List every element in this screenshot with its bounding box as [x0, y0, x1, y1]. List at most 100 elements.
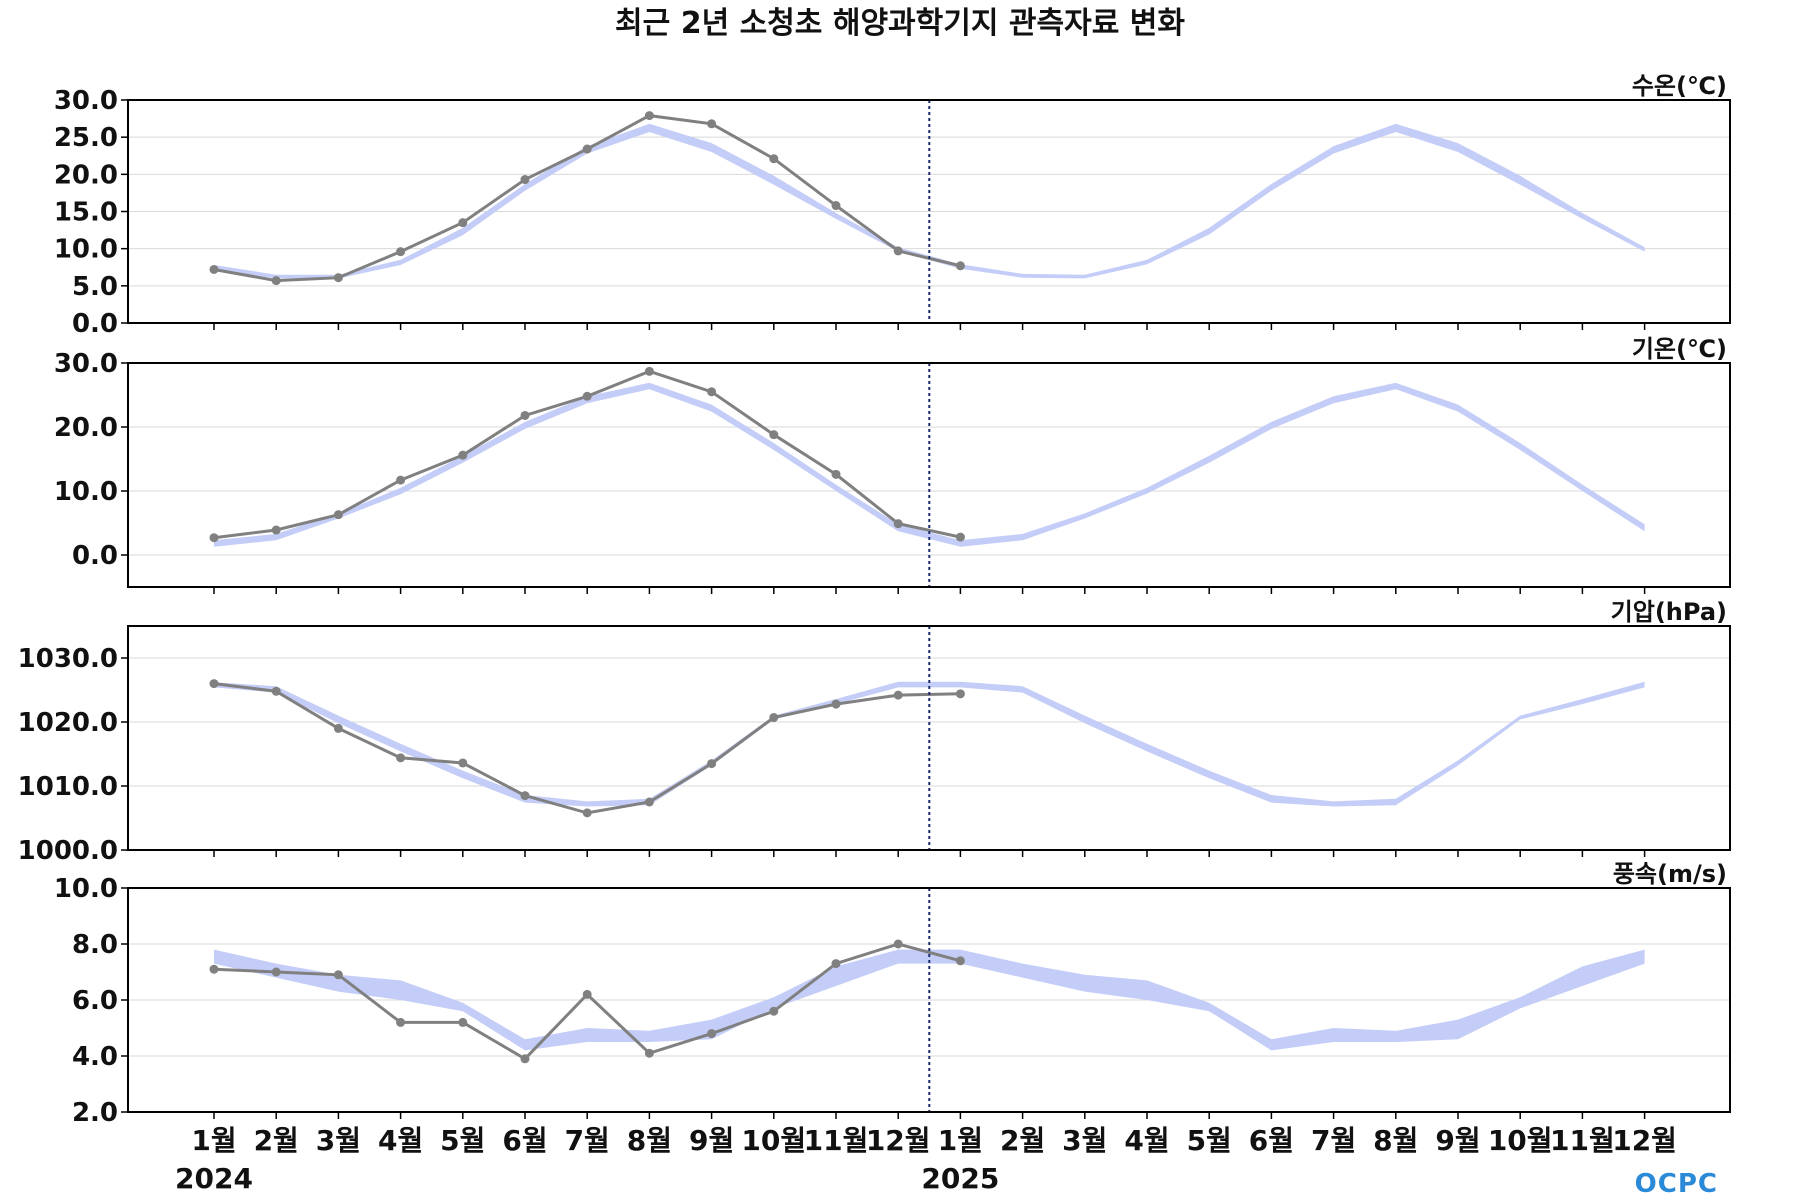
observed-point: [209, 679, 219, 689]
observed-point: [955, 532, 965, 542]
observed-point: [520, 1054, 530, 1064]
plot-frame: [127, 362, 1731, 588]
observed-point: [271, 967, 281, 977]
x-tick-label: 7월: [1311, 1124, 1356, 1157]
panel-water-temperature: 0.0 5.0 10.0 15.0 20.0 25.0 30.0 수온(℃): [54, 72, 1731, 339]
ocpc-logo: OCPC: [1635, 1169, 1718, 1199]
panel-wind-speed: 2.0 4.0 6.0 8.0 10.0 풍속(m/s): [54, 860, 1731, 1128]
observed-point: [333, 273, 343, 283]
observed-point: [707, 1029, 717, 1039]
observed-point: [955, 689, 965, 699]
x-tick-label: 11월: [804, 1124, 869, 1157]
x-tick-label: 4월: [1124, 1124, 1169, 1157]
y-tick-label: 5.0: [72, 272, 118, 302]
climatology-band: [214, 123, 1645, 279]
chart-panels: 0.0 5.0 10.0 15.0 20.0 25.0 30.0 수온(℃) 0.0 10.0 20…: [18, 72, 1731, 1128]
observed-point: [458, 218, 468, 228]
y-tick-label: 15.0: [54, 198, 118, 228]
observed-point: [582, 989, 592, 999]
x-tick-label: 7월: [565, 1124, 610, 1157]
x-tick-label: 2월: [1000, 1124, 1045, 1157]
year-label: 2025: [921, 1162, 999, 1195]
observed-point: [520, 410, 530, 420]
y-tick-label: 30.0: [54, 86, 118, 116]
y-tick-label: 10.0: [54, 874, 118, 904]
y-tick-label: 25.0: [54, 123, 118, 153]
observed-point: [893, 246, 903, 256]
y-tick-label: 1010.0: [18, 772, 118, 802]
x-tick-label: 8월: [1373, 1124, 1418, 1157]
x-tick-label: 5월: [1187, 1124, 1232, 1157]
observed-point: [396, 475, 406, 485]
x-tick-label: 9월: [689, 1124, 734, 1157]
observed-point: [520, 175, 530, 185]
x-tick-label: 1월: [191, 1124, 236, 1157]
observed-point: [458, 758, 468, 768]
observed-point: [831, 959, 841, 969]
panel-air-pressure: 1000.0 1010.0 1020.0 1030.0 기압(hPa): [18, 598, 1731, 866]
y-tick-label: 0.0: [72, 541, 118, 571]
y-tick-label: 30.0: [54, 349, 118, 379]
x-tick-label: 11월: [1550, 1124, 1615, 1157]
x-tick-label: 9월: [1435, 1124, 1480, 1157]
x-tick-label: 2월: [254, 1124, 299, 1157]
observed-point: [831, 699, 841, 709]
observed-point: [271, 525, 281, 535]
x-tick-label: 10월: [741, 1124, 806, 1157]
observed-point: [769, 713, 779, 723]
x-tick-label: 1월: [938, 1124, 983, 1157]
observed-point: [893, 939, 903, 949]
observed-point: [458, 450, 468, 460]
observed-point: [707, 119, 717, 129]
x-tick-label: 6월: [502, 1124, 547, 1157]
observed-point: [707, 759, 717, 769]
observed-line: [213, 682, 961, 815]
x-tick-label: 8월: [627, 1124, 672, 1157]
x-tick-label: 4월: [378, 1124, 423, 1157]
observed-point: [831, 201, 841, 211]
x-tick-label: 12월: [1612, 1124, 1677, 1157]
x-tick-label: 5월: [440, 1124, 485, 1157]
observed-point: [955, 956, 965, 966]
observed-point: [582, 391, 592, 401]
y-tick-label: 1000.0: [18, 836, 118, 866]
ocpc-logo-text: OCPC: [1635, 1169, 1718, 1199]
panel-unit-label: 기압(hPa): [1611, 598, 1727, 626]
panel-unit-label: 수온(℃): [1632, 72, 1727, 100]
observed-point: [582, 144, 592, 154]
observed-point: [396, 1017, 406, 1027]
observed-point: [707, 387, 717, 397]
observed-point: [644, 1048, 654, 1058]
observed-point: [769, 1006, 779, 1016]
observed-point: [271, 686, 281, 696]
observed-point: [271, 276, 281, 286]
y-tick-label: 6.0: [72, 986, 118, 1016]
y-tick-label: 20.0: [54, 160, 118, 190]
observed-point: [209, 964, 219, 974]
x-tick-label: 10월: [1488, 1124, 1553, 1157]
year-label: 2024: [175, 1162, 253, 1195]
x-tick-label: 3월: [316, 1124, 361, 1157]
y-tick-label: 20.0: [54, 413, 118, 443]
y-tick-label: 1020.0: [18, 708, 118, 738]
y-tick-label: 10.0: [54, 235, 118, 265]
observed-point: [644, 366, 654, 376]
y-tick-label: 0.0: [72, 309, 118, 339]
y-tick-label: 2.0: [72, 1098, 118, 1128]
panel-unit-label: 풍속(m/s): [1613, 860, 1727, 888]
observed-point: [396, 753, 406, 763]
observed-point: [644, 111, 654, 121]
y-tick-label: 1030.0: [18, 644, 118, 674]
y-tick-label: 10.0: [54, 477, 118, 507]
observed-point: [955, 261, 965, 271]
x-tick-label: 6월: [1249, 1124, 1294, 1157]
y-tick-label: 4.0: [72, 1042, 118, 1072]
observed-point: [333, 970, 343, 980]
observed-line: [213, 114, 961, 283]
observed-point: [893, 690, 903, 700]
observed-point: [520, 791, 530, 801]
plot-frame: [127, 625, 1731, 851]
panel-air-temperature: 0.0 10.0 20.0 30.0 기온(℃): [54, 335, 1731, 594]
